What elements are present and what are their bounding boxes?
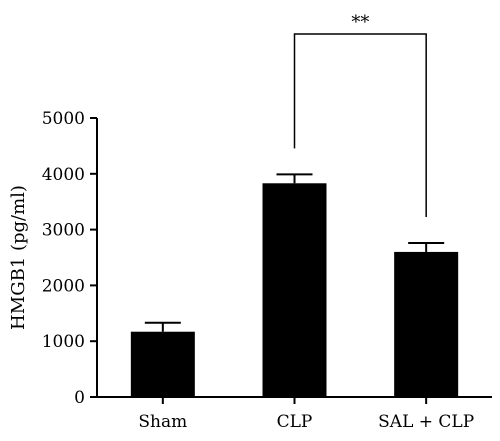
error-bars-group	[144, 173, 445, 332]
significance-bracket	[293, 33, 427, 217]
y-tick-label: 2000	[42, 276, 85, 296]
y-tick-label: 0	[74, 388, 85, 408]
y-tick-label: 5000	[42, 109, 85, 129]
y-axis-label: HMGB1 (pg/ml)	[8, 185, 29, 330]
x-ticks-group: Sham CLP SAL + CLP	[138, 397, 474, 432]
significance-label: **	[351, 12, 369, 33]
bar	[394, 251, 459, 397]
x-tick-label: Sham	[138, 412, 187, 432]
significance-bracket-group: **	[293, 12, 427, 217]
y-ticks-group: 0 1000 2000 3000 4000 5000	[42, 109, 97, 408]
y-tick-label: 3000	[42, 221, 85, 241]
bars-group	[130, 183, 459, 397]
x-tick-label: CLP	[277, 412, 313, 432]
x-tick-label: SAL + CLP	[378, 412, 474, 432]
bar	[130, 331, 195, 397]
y-tick-label: 1000	[42, 332, 85, 352]
bar	[262, 183, 327, 397]
y-tick-label: 4000	[42, 165, 85, 185]
